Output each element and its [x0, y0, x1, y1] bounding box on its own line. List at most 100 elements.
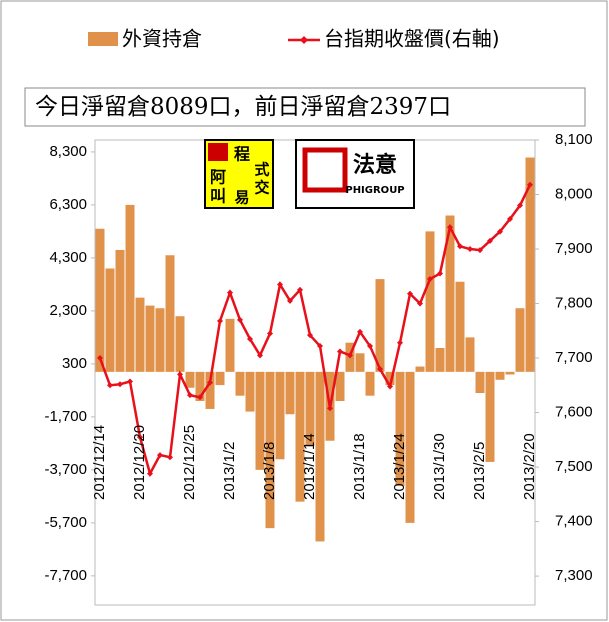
- chart-title: 今日淨留倉8089口，前日淨留倉2397口: [35, 94, 451, 120]
- x-tick-label: 2013/1/8: [261, 442, 278, 500]
- legend-label: 外資持倉: [122, 27, 202, 51]
- y2-tick-label: 7,500: [555, 458, 593, 475]
- x-tick-label: 2013/1/14: [301, 433, 318, 500]
- logo-text: 交: [254, 179, 269, 197]
- line-marker: [477, 247, 483, 254]
- bar: [435, 347, 445, 372]
- line-marker: [107, 382, 113, 389]
- y2-tick-label: 7,700: [555, 349, 593, 366]
- logo-icon: [302, 147, 348, 193]
- line-marker: [527, 181, 533, 188]
- line-marker: [407, 290, 413, 297]
- line-marker: [217, 317, 223, 324]
- logo-text: 易: [234, 189, 249, 207]
- logo-icon: [208, 143, 228, 161]
- line-marker: [187, 392, 193, 399]
- bar: [225, 318, 235, 372]
- bar: [95, 228, 105, 372]
- logo-text: 阿: [210, 168, 226, 187]
- line-marker: [327, 405, 333, 412]
- y2-tick-label: 7,900: [555, 240, 593, 257]
- line-marker: [277, 281, 283, 288]
- logo-b: 法意 PHIGROUP: [295, 139, 415, 209]
- legend-swatch: [88, 32, 118, 46]
- line-marker: [297, 286, 303, 293]
- line-marker: [437, 270, 443, 277]
- line-marker: [487, 237, 493, 244]
- y-tick-label: -1,700: [44, 408, 87, 425]
- x-tick-label: 2013/2/5: [471, 442, 488, 500]
- line-marker: [197, 394, 203, 401]
- line-marker: [117, 381, 123, 388]
- y-tick-label: 4,300: [49, 249, 87, 266]
- line-marker: [257, 352, 263, 359]
- x-tick-label: 2013/1/24: [391, 433, 408, 500]
- bar: [185, 371, 195, 388]
- bar: [175, 316, 185, 372]
- line-marker: [417, 300, 423, 307]
- line-marker: [517, 202, 523, 209]
- line-marker: [397, 339, 403, 346]
- line-marker: [127, 378, 133, 385]
- bar: [305, 371, 315, 447]
- line-marker: [267, 330, 273, 337]
- line-marker: [497, 228, 503, 235]
- line-marker: [337, 348, 343, 355]
- bar: [455, 281, 465, 372]
- bar: [375, 279, 385, 372]
- line-marker: [347, 352, 353, 359]
- legend-label: 台指期收盤價(右軸): [324, 27, 500, 51]
- bar: [235, 371, 245, 396]
- line-marker: [377, 365, 383, 372]
- bar: [105, 268, 115, 372]
- bar: [115, 249, 125, 372]
- legend-marker: [300, 36, 308, 44]
- line-marker: [247, 335, 253, 342]
- bar: [155, 308, 165, 372]
- x-tick-label: 2012/12/25: [181, 425, 198, 500]
- x-tick-label: 2013/1/30: [431, 433, 448, 500]
- line-marker: [147, 470, 153, 477]
- bar: [415, 366, 425, 372]
- bar: [465, 337, 475, 372]
- bar: [495, 371, 505, 380]
- line-marker: [307, 332, 313, 339]
- line-marker: [207, 379, 213, 386]
- line-marker: [287, 297, 293, 304]
- bar: [315, 371, 325, 542]
- bar: [125, 204, 135, 372]
- y-tick-label: 6,300: [49, 196, 87, 213]
- line-marker: [467, 246, 473, 253]
- line: [98, 184, 532, 477]
- logo-text: PHIGROUP: [345, 185, 404, 196]
- logo-text: 法意: [353, 152, 397, 178]
- bar: [395, 371, 405, 486]
- y2-tick-label: 8,000: [555, 185, 593, 202]
- y2-tick-label: 7,800: [555, 295, 593, 312]
- line-marker: [97, 355, 103, 362]
- line-marker: [447, 224, 453, 231]
- line-marker: [237, 316, 243, 323]
- line-marker: [367, 343, 373, 350]
- line-marker: [167, 454, 173, 461]
- bar: [275, 371, 285, 460]
- line-marker: [317, 343, 323, 350]
- bar: [195, 371, 205, 401]
- bar: [165, 255, 175, 372]
- x-tick-label: 2013/1/18: [351, 433, 368, 500]
- bar: [335, 371, 345, 401]
- bar: [485, 371, 495, 462]
- bar: [295, 371, 305, 502]
- bar: [265, 371, 275, 529]
- line-marker: [177, 371, 183, 378]
- bar: [515, 308, 525, 372]
- line-marker: [357, 328, 363, 335]
- logo-text: 叫: [210, 187, 226, 206]
- bar: [445, 215, 455, 372]
- bar: [365, 371, 375, 396]
- y2-tick-label: 8,100: [555, 131, 593, 148]
- line-marker: [457, 243, 463, 250]
- y-tick-label: -7,700: [44, 567, 87, 584]
- bar: [475, 371, 485, 394]
- logo-text: 式: [254, 161, 269, 179]
